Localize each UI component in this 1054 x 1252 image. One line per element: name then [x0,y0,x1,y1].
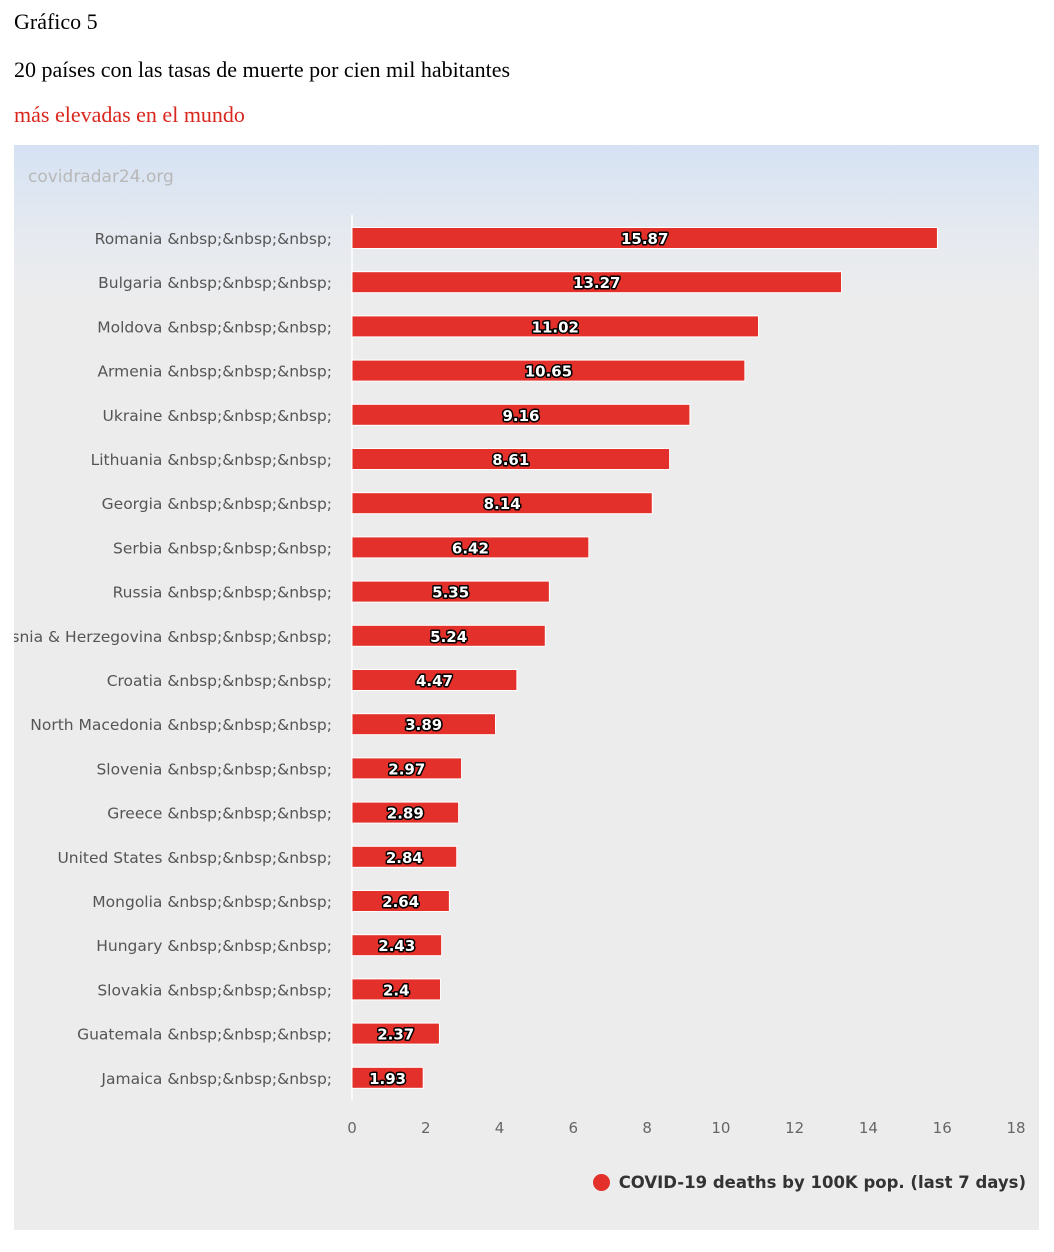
x-tick-label: 16 [933,1119,952,1137]
bar-chart: Romania &nbsp;&nbsp;&nbsp; 15.87 Bulgaria … [14,215,1026,1137]
category-label: Greece &nbsp;&nbsp;&nbsp; [107,805,332,823]
bar[interactable] [351,448,671,470]
x-tick-label: 14 [859,1119,878,1137]
bar[interactable] [351,227,938,249]
legend-marker-icon [592,1174,610,1191]
bar[interactable] [351,403,691,426]
category-label: Jamaica &nbsp;&nbsp;&nbsp; [100,1070,332,1088]
category-label: Lithuania &nbsp;&nbsp;&nbsp; [91,451,332,469]
category-label: Guatemala &nbsp;&nbsp;&nbsp; [77,1026,332,1044]
data-label: 2.97 [388,760,425,778]
category-label: Bosnia & Herzegovina &nbsp;&nbsp;&nbsp; [14,628,332,646]
x-tick-label: 10 [711,1119,730,1137]
x-tick-label: 12 [785,1119,804,1137]
data-label: 1.93 [369,1070,406,1088]
x-tick-label: 8 [642,1119,652,1137]
bar[interactable] [351,713,496,736]
x-tick-label: 0 [347,1119,357,1137]
x-tick-label: 6 [569,1119,579,1137]
bar[interactable] [351,934,443,957]
category-label: Moldova &nbsp;&nbsp;&nbsp; [97,318,332,336]
data-label: 2.89 [387,805,424,823]
chart-panel: covidradar24.org Romania &nbsp;&nbsp;&nb… [14,145,1039,1230]
bar[interactable] [351,624,546,647]
bar[interactable] [351,801,460,824]
x-tick-label: 18 [1006,1119,1025,1137]
bar[interactable] [351,580,550,603]
legend[interactable]: COVID-19 deaths by 100K pop. (last 7 day… [592,1173,1026,1192]
bar[interactable] [351,757,463,780]
bar[interactable] [351,359,746,382]
bar[interactable] [351,669,518,691]
x-tick-label: 2 [421,1119,431,1137]
figure-subtitle: más elevadas en el mundo [14,102,245,127]
category-label: Croatia &nbsp;&nbsp;&nbsp; [107,672,332,690]
category-label: Ukraine &nbsp;&nbsp;&nbsp; [103,407,332,425]
category-label: Russia &nbsp;&nbsp;&nbsp; [113,584,332,602]
category-label: Armenia &nbsp;&nbsp;&nbsp; [97,363,332,381]
watermark: covidradar24.org [28,167,174,187]
bar[interactable] [351,978,442,1001]
category-label: United States &nbsp;&nbsp;&nbsp; [57,849,332,867]
legend-label: COVID-19 deaths by 100K pop. (last 7 day… [618,1173,1026,1192]
data-label: 15.87 [621,230,668,248]
data-label: 2.43 [378,937,415,955]
figure-title: 20 países con las tasas de muerte por ci… [14,57,511,82]
data-label: 5.24 [430,628,467,646]
bar[interactable] [351,536,590,559]
category-label: Bulgaria &nbsp;&nbsp;&nbsp; [98,274,332,292]
data-label: 6.42 [452,539,489,557]
category-label: Hungary &nbsp;&nbsp;&nbsp; [96,937,332,955]
data-label: 5.35 [432,584,469,602]
bar[interactable] [351,1022,440,1045]
category-label: Georgia &nbsp;&nbsp;&nbsp; [102,495,332,513]
figure-label: Gráfico 5 [14,9,98,34]
data-label: 8.14 [484,495,521,513]
x-tick-label: 4 [495,1119,505,1137]
data-label: 8.61 [492,451,529,469]
data-label: 2.84 [386,849,423,867]
data-label: 13.27 [573,274,620,292]
category-label: Slovakia &nbsp;&nbsp;&nbsp; [97,981,332,999]
bar[interactable] [351,845,458,868]
category-label: Romania &nbsp;&nbsp;&nbsp; [95,230,332,248]
bar[interactable] [351,492,653,515]
category-label: Mongolia &nbsp;&nbsp;&nbsp; [92,893,332,911]
bar[interactable] [351,315,760,338]
data-label: 3.89 [405,716,442,734]
data-label: 2.64 [382,893,419,911]
data-label: 9.16 [502,407,539,425]
bar[interactable] [351,271,843,294]
category-label: Slovenia &nbsp;&nbsp;&nbsp; [96,760,332,778]
bar[interactable] [351,1066,424,1089]
data-label: 11.02 [532,318,579,336]
data-label: 2.37 [377,1026,414,1044]
category-label: Serbia &nbsp;&nbsp;&nbsp; [113,539,332,557]
data-label: 10.65 [525,363,572,381]
data-label: 4.47 [416,672,453,690]
data-label: 2.4 [383,981,410,999]
category-label: North Macedonia &nbsp;&nbsp;&nbsp; [30,716,332,734]
bar[interactable] [351,890,450,912]
